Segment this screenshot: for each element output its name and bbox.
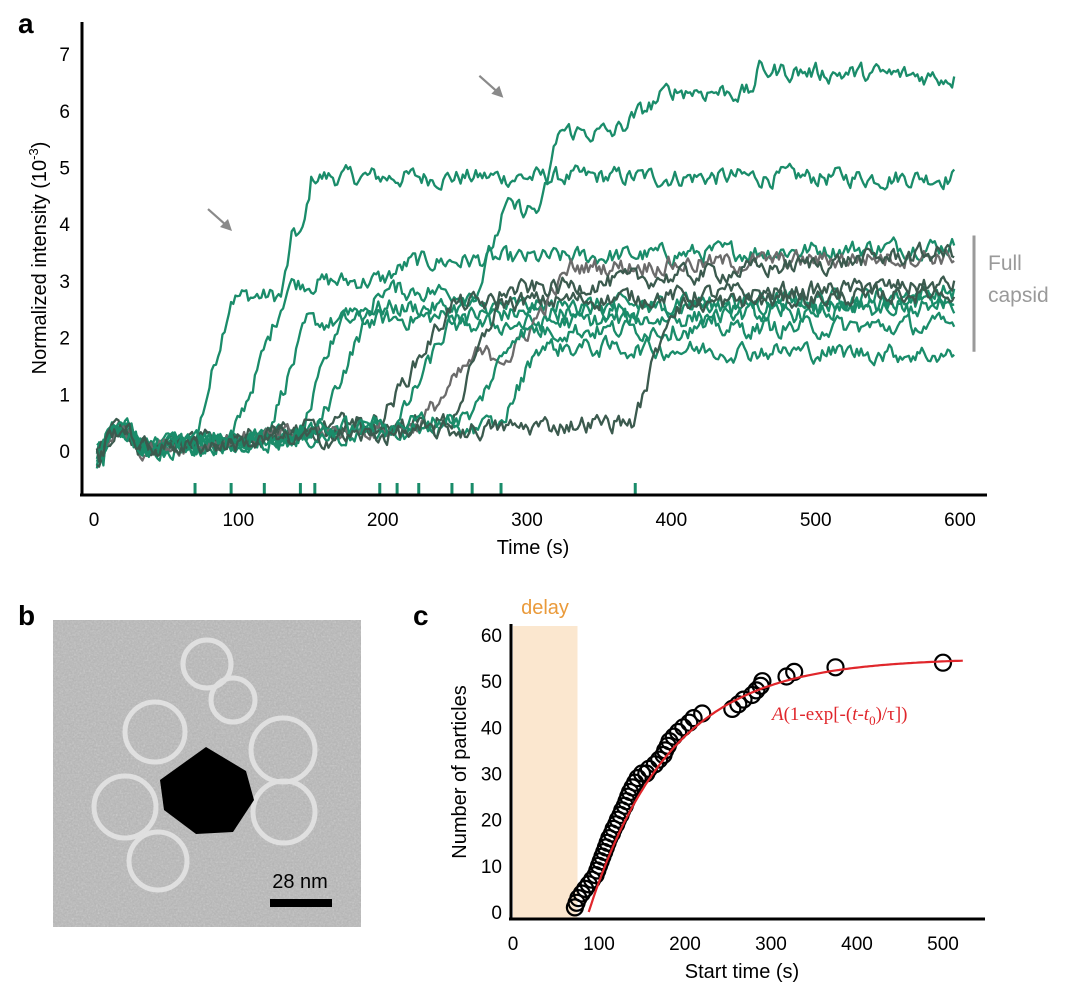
data-point bbox=[747, 681, 766, 700]
x-tick-labels: 0 100 200 300 400 500 bbox=[508, 934, 959, 955]
arrow-shaft bbox=[478, 74, 499, 93]
y-tick-label: 20 bbox=[481, 811, 502, 832]
capsid-ring bbox=[91, 773, 159, 841]
data-point bbox=[628, 768, 647, 788]
y-axis-label: Normalized intensity (10-3) bbox=[26, 142, 51, 375]
intensity-trace bbox=[95, 236, 956, 466]
y-tick-label: 5 bbox=[59, 159, 70, 180]
panel-c-label: c bbox=[413, 600, 429, 631]
intensity-trace bbox=[95, 162, 956, 455]
intensity-trace bbox=[96, 241, 955, 457]
arrow-shaft bbox=[207, 208, 227, 226]
data-point bbox=[729, 695, 748, 714]
x-tick-label: 500 bbox=[800, 510, 832, 531]
capsid-ring bbox=[250, 778, 318, 846]
y-tick-labels: 0 10 20 30 40 50 60 bbox=[481, 626, 502, 924]
x-tick-label: 0 bbox=[89, 510, 100, 531]
y-tick-labels: 0 1 2 3 4 5 6 7 bbox=[59, 45, 70, 463]
intensity-trace bbox=[95, 282, 956, 463]
traces bbox=[95, 59, 956, 469]
x-tick-label: 500 bbox=[927, 934, 959, 955]
panel-b-label: b bbox=[18, 600, 35, 631]
x-tick-label: 300 bbox=[511, 510, 543, 531]
gold-nanoparticle bbox=[160, 747, 254, 834]
data-point bbox=[680, 713, 699, 732]
y-axis-label: Number of particles bbox=[449, 685, 471, 858]
exponential-fit-curve bbox=[587, 659, 963, 913]
x-tick-label: 200 bbox=[669, 934, 701, 955]
y-tick-label: 1 bbox=[59, 385, 70, 406]
capsid-ring bbox=[122, 699, 188, 765]
intensity-trace bbox=[95, 296, 956, 460]
x-tick-label: 400 bbox=[841, 934, 873, 955]
y-tick-label: 3 bbox=[59, 272, 70, 293]
y-tick-label: 10 bbox=[481, 857, 502, 878]
intensity-trace bbox=[95, 291, 955, 462]
panel-a-label: a bbox=[18, 8, 34, 39]
x-tick-label: 300 bbox=[755, 934, 787, 955]
data-point bbox=[785, 662, 804, 682]
panel-c-chart: delay 0 10 20 30 40 50 60 0 100 200 300 400 500 Sta… bbox=[449, 597, 985, 983]
y-tick-label: 6 bbox=[59, 102, 70, 123]
scale-bar bbox=[270, 899, 332, 907]
data-point bbox=[664, 727, 683, 746]
y-tick-label: 2 bbox=[59, 329, 70, 350]
delay-region bbox=[513, 626, 578, 919]
x-tick-label: 600 bbox=[944, 510, 976, 531]
x-tick-label: 100 bbox=[222, 510, 254, 531]
x-axis-label: Start time (s) bbox=[685, 961, 799, 983]
intensity-trace bbox=[96, 311, 956, 458]
y-tick-label: 4 bbox=[59, 215, 70, 236]
data-point bbox=[668, 722, 688, 742]
data-points bbox=[565, 653, 953, 917]
y-tick-label: 0 bbox=[491, 903, 502, 924]
y-tick-label: 40 bbox=[481, 718, 502, 739]
capsid-ring bbox=[180, 637, 234, 691]
start-markers bbox=[193, 483, 637, 494]
y-tick-label: 60 bbox=[481, 626, 502, 647]
fit-equation-label: A(1-exp[-(t-t0)/τ]) bbox=[770, 704, 907, 728]
x-tick-label: 200 bbox=[367, 510, 399, 531]
capsid-ring bbox=[208, 675, 258, 725]
x-axis-label: Time (s) bbox=[497, 537, 570, 559]
data-point bbox=[826, 658, 845, 677]
data-point bbox=[684, 708, 703, 728]
x-tick-label: 0 bbox=[508, 934, 519, 955]
y-tick-label: 50 bbox=[481, 672, 502, 693]
x-tick-label: 400 bbox=[655, 510, 687, 531]
intensity-trace bbox=[95, 334, 955, 463]
scale-bar-label: 28 nm bbox=[272, 871, 328, 893]
y-tick-label: 7 bbox=[59, 45, 70, 66]
arrow-head bbox=[491, 85, 504, 98]
full-capsid-label-line2: capsid bbox=[988, 284, 1049, 307]
arrow-head bbox=[220, 219, 233, 232]
x-tick-label: 100 bbox=[583, 934, 615, 955]
panel-a-chart: 0 1 2 3 4 5 6 7 0 100 200 300 400 500 600 Time (s) No… bbox=[26, 22, 1049, 559]
panel-b-micrograph: 28 nm bbox=[53, 620, 361, 927]
y-tick-label: 0 bbox=[59, 442, 70, 463]
capsid-ring bbox=[126, 829, 190, 893]
data-point bbox=[674, 718, 693, 737]
data-point bbox=[569, 888, 588, 908]
x-tick-labels: 0 100 200 300 400 500 600 bbox=[89, 510, 976, 531]
delay-label: delay bbox=[521, 597, 569, 619]
arrows bbox=[207, 74, 504, 232]
full-capsid-label-line1: Full bbox=[988, 252, 1022, 275]
intensity-trace bbox=[96, 59, 956, 467]
y-tick-label: 30 bbox=[481, 765, 502, 786]
data-point bbox=[650, 750, 669, 769]
